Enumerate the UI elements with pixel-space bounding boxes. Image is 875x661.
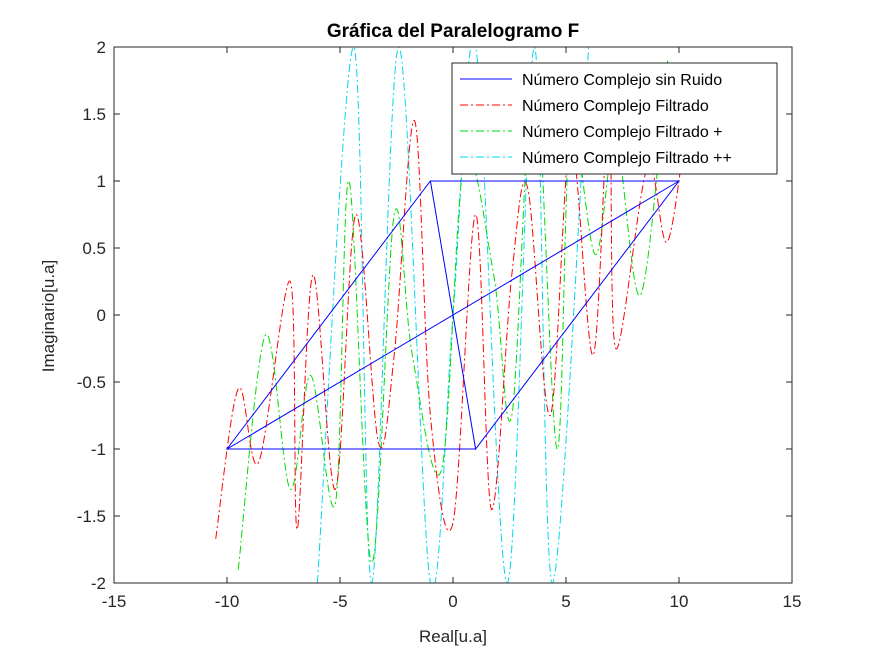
y-tick-label: -1: [91, 440, 106, 459]
y-tick-label: -0.5: [77, 373, 106, 392]
series-line-0: [225, 180, 681, 451]
y-tick-label: 1: [97, 172, 106, 191]
x-tick-label: 15: [783, 592, 802, 611]
x-tick-label: 0: [448, 592, 457, 611]
y-tick-label: 2: [97, 38, 106, 57]
legend-box: [451, 62, 778, 175]
y-tick-label: 1.5: [82, 105, 106, 124]
x-tick-label: -10: [215, 592, 240, 611]
x-tick-label: -15: [102, 592, 127, 611]
legend-label: Número Complejo Filtrado +: [522, 124, 723, 141]
series-line-1: [215, 91, 691, 539]
ticks-layer: -15 -10 -5 0 5 10 15 -2 -1.5 -1 -0.5 0 0.5 1 1.5 2: [77, 38, 802, 611]
series-0: [225, 180, 681, 451]
y-axis-label: Imaginario[u.a]: [39, 260, 58, 372]
legend-label: Número Complejo sin Ruido: [522, 72, 722, 89]
legend: Número Complejo sin Ruido Número Complejo…: [451, 62, 778, 175]
series-1: [215, 91, 691, 539]
legend-entry-3: Número Complejo Filtrado ++: [460, 150, 732, 167]
y-tick-label: -2: [91, 574, 106, 593]
legend-label: Número Complejo Filtrado ++: [522, 150, 732, 167]
y-tick-label: 0.5: [82, 239, 106, 258]
y-tick-label: 0: [97, 306, 106, 325]
x-tick-label: 10: [670, 592, 689, 611]
legend-label: Número Complejo Filtrado: [522, 98, 709, 115]
chart-title: Gráfica del Paralelogramo F: [327, 21, 579, 42]
y-tick-label: -1.5: [77, 507, 106, 526]
x-tick-label: -5: [332, 592, 347, 611]
legend-entry-0: Número Complejo sin Ruido: [460, 72, 722, 89]
x-axis-label: Real[u.a]: [419, 627, 487, 646]
x-tick-label: 5: [561, 592, 570, 611]
legend-entry-1: Número Complejo Filtrado: [460, 98, 709, 115]
legend-entry-2: Número Complejo Filtrado +: [460, 124, 723, 141]
